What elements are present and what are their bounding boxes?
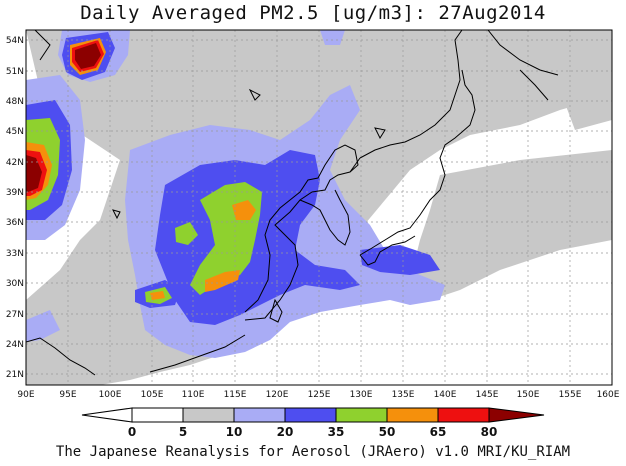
lon-tick: 100E [99, 390, 122, 400]
lon-tick: 135E [392, 390, 415, 400]
colorbar-label: 20 [277, 425, 294, 439]
lon-tick: 110E [182, 390, 205, 400]
lat-tick: 36N [6, 218, 24, 228]
lat-tick: 45N [6, 127, 24, 137]
lon-tick: 90E [17, 390, 34, 400]
colorbar-label: 10 [226, 425, 243, 439]
map-title: Daily Averaged PM2.5 [ug/m3]: 27Aug2014 [80, 2, 546, 24]
lat-tick: 33N [6, 249, 24, 259]
map-frame [25, 29, 613, 386]
lon-tick: 115E [224, 390, 247, 400]
colorbar-label: 50 [379, 425, 396, 439]
colorbar-segment [488, 407, 545, 423]
lat-tick: 27N [6, 310, 24, 320]
lon-tick: 120E [266, 390, 289, 400]
lon-tick: 145E [476, 390, 499, 400]
lon-tick: 95E [59, 390, 76, 400]
lon-tick: 155E [559, 390, 582, 400]
coastlines [26, 30, 559, 376]
colorbar-segment [335, 407, 388, 423]
colorbar-segment [233, 407, 286, 423]
colorbar-label: 0 [128, 425, 136, 439]
lon-tick: 150E [517, 390, 540, 400]
lat-tick-labels: 54N 51N 48N 45N 42N 39N 36N 33N 30N 27N … [6, 36, 24, 380]
colorbar-segment [81, 407, 133, 423]
lon-tick: 125E [308, 390, 331, 400]
lon-tick: 140E [434, 390, 457, 400]
colorbar-label: 35 [328, 425, 345, 439]
contour-dark-red [26, 43, 101, 192]
colorbar-segment [131, 407, 184, 423]
colorbar-labels: 0 5 10 20 35 50 65 80 [128, 425, 498, 439]
colorbar-label: 80 [481, 425, 498, 439]
lat-tick: 21N [6, 370, 24, 380]
lon-tick: 130E [350, 390, 373, 400]
colorbar-segment [182, 407, 235, 423]
lon-tick-labels: 90E 95E 100E 105E 110E 115E 120E 125E 13… [17, 390, 619, 400]
lat-tick: 48N [6, 97, 24, 107]
colorbar-label: 65 [430, 425, 447, 439]
lat-tick: 42N [6, 158, 24, 168]
lat-tick: 24N [6, 340, 24, 350]
colorbar-segment [437, 407, 490, 423]
credit-line: The Japanese Reanalysis for Aerosol (JRA… [55, 444, 571, 460]
colorbar [81, 407, 545, 423]
lon-tick: 105E [141, 390, 164, 400]
map-gridlines [26, 30, 612, 385]
colorbar-segment [386, 407, 439, 423]
lat-tick: 30N [6, 279, 24, 289]
lat-tick: 54N [6, 36, 24, 46]
lon-tick: 160E [597, 390, 620, 400]
lat-tick: 51N [6, 67, 24, 77]
colorbar-segment [284, 407, 337, 423]
colorbar-label: 5 [179, 425, 187, 439]
lat-tick: 39N [6, 188, 24, 198]
